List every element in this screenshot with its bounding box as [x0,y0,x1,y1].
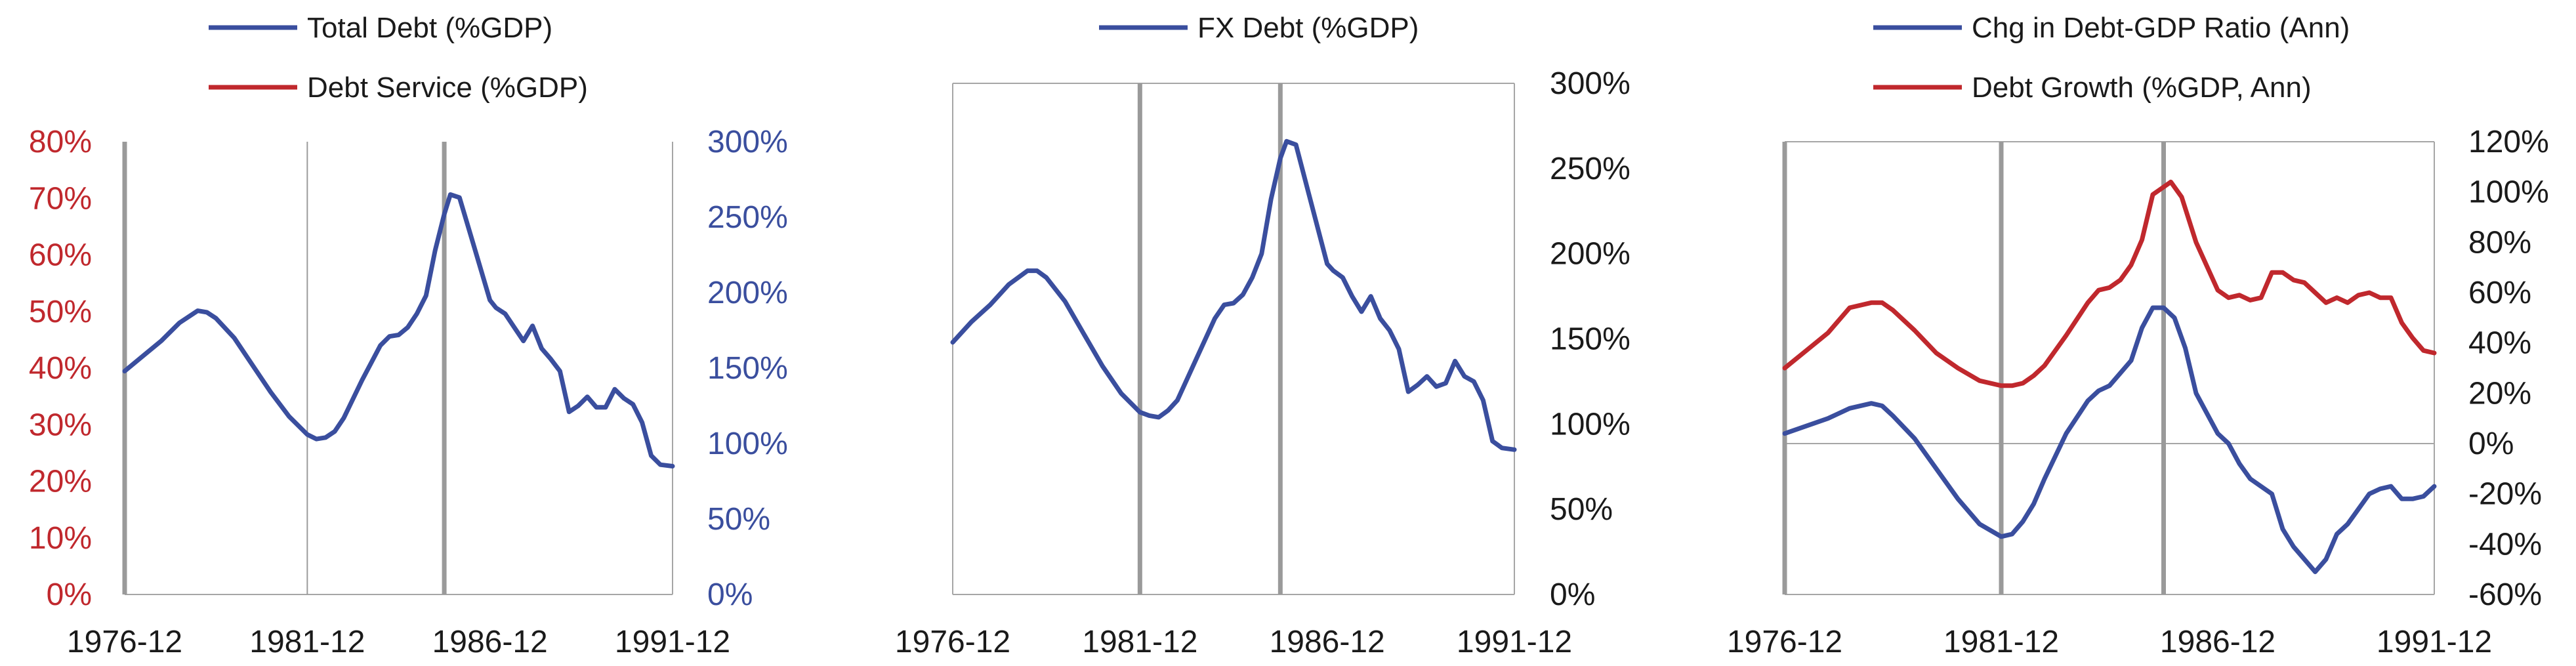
plot-frame [952,83,1515,595]
right-axis-tick-label: -40% [2468,527,2542,562]
right-axis-tick-label: 200% [1550,237,1631,272]
right-axis-tick-label: -60% [2468,577,2542,612]
right-axis-tick-label: 250% [1550,152,1631,186]
right-axis-tick-label: 300% [707,125,788,159]
x-tick-label: 1986-12 [432,625,548,659]
left-axis-tick-label: 30% [29,407,92,442]
plot-frame [125,142,673,595]
right-axis-tick-label: 100% [707,427,788,461]
x-tick-label: 1986-12 [1270,625,1385,659]
legend-label: FX Debt (%GDP) [1197,12,1419,44]
chart-debt-ratio-change: 1976-12 1981-12 1986-12 1991-12 -60% -40% -20%… [1727,12,2549,659]
left-axis-tick-label: 10% [29,521,92,556]
x-tick-label: 1991-12 [615,625,730,659]
left-axis-tick-label: 40% [29,351,92,386]
right-axis-tick-label: -20% [2468,477,2542,512]
left-axis-tick-label: 20% [29,465,92,499]
left-axis-tick-label: 70% [29,181,92,216]
right-axis-tick-label: 80% [2468,225,2531,260]
left-axis-tick-label: 80% [29,125,92,159]
legend-label: Debt Service (%GDP) [307,72,588,104]
right-axis-tick-label: 120% [2468,125,2549,159]
series-line-total-debt-gdp [122,192,675,468]
x-tick-label: 1981-12 [1082,625,1197,659]
right-axis-tick-label: 20% [2468,376,2531,411]
right-axis-tick-label: 50% [1550,492,1613,527]
right-axis-tick-label: 250% [707,200,788,235]
x-tick-label: 1976-12 [1727,625,1842,659]
left-axis-tick-label: 0% [47,577,92,612]
right-axis-tick-label: 300% [1550,66,1631,101]
x-tick-label: 1981-12 [1943,625,2059,659]
series-line-debt-growth-gdp-ann [1782,179,2437,388]
legend-item: FX Debt (%GDP) [1099,12,1419,44]
legend-item: Total Debt (%GDP) [209,12,552,44]
legend-label: Total Debt (%GDP) [307,12,552,44]
chart-total-debt: 1976-12 1981-12 1986-12 1991-12 0% 50% 100% 150… [29,12,788,659]
legend-item: Debt Service (%GDP) [209,72,588,104]
right-axis-tick-label: 50% [707,502,770,537]
x-tick-label: 1976-12 [67,625,182,659]
right-axis-tick-label: 100% [2468,175,2549,210]
plot-frame [1785,141,2435,595]
left-axis-tick-label: 50% [29,295,92,329]
legend-label: Chg in Debt-GDP Ratio (Ann) [1972,12,2350,44]
x-tick-label: 1981-12 [249,625,365,659]
left-axis-tick-label: 60% [29,238,92,273]
right-axis-tick-label: 60% [2468,276,2531,310]
right-axis-tick-label: 40% [2468,326,2531,361]
x-tick-label: 1986-12 [2160,625,2275,659]
series-line-fx-debt-gdp [950,138,1517,452]
right-axis-tick-label: 0% [707,577,753,612]
chart-fx-debt: 1976-12 1981-12 1986-12 1991-12 0% 50% 100% 150… [895,12,1631,659]
right-axis-tick-label: 200% [707,276,788,310]
right-axis-tick-label: 0% [2468,427,2514,461]
series-line-chg-in-debt-gdp-ratio-ann [1782,305,2437,574]
right-axis-tick-label: 150% [1550,322,1631,357]
legend-label: Debt Growth (%GDP, Ann) [1972,72,2312,104]
legend-item: Debt Growth (%GDP, Ann) [1873,72,2312,104]
right-axis-tick-label: 0% [1550,577,1595,612]
right-axis-tick-label: 150% [707,351,788,386]
x-tick-label: 1991-12 [2377,625,2492,659]
right-axis-tick-label: 100% [1550,407,1631,442]
x-tick-label: 1991-12 [1457,625,1572,659]
x-tick-label: 1976-12 [895,625,1010,659]
legend-item: Chg in Debt-GDP Ratio (Ann) [1873,12,2350,44]
